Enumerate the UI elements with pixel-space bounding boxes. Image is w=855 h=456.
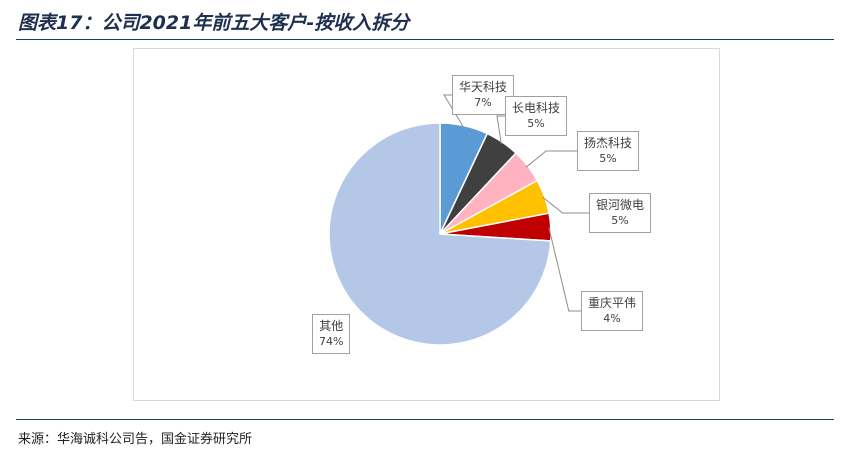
slice-percent: 5% xyxy=(611,214,629,227)
title-rule xyxy=(16,39,834,40)
leader-line-3 xyxy=(542,196,589,214)
leader-line-4 xyxy=(548,227,581,312)
callout-other: 其他 74% xyxy=(312,314,351,354)
callout-yinhe: 银河微电 5% xyxy=(589,193,652,233)
slice-label: 重庆平伟 xyxy=(588,296,637,310)
leader-line-2 xyxy=(525,150,577,168)
slice-percent: 74% xyxy=(319,335,344,348)
figure-title: 图表17：公司2021年前五大客户-按收入拆分 xyxy=(18,12,410,34)
slice-percent: 5% xyxy=(599,152,617,165)
slice-label: 华天科技 xyxy=(459,80,508,94)
callout-yangjie: 扬杰科技 5% xyxy=(577,131,640,171)
slice-label: 银河微电 xyxy=(596,198,645,212)
pie-slice-5 xyxy=(328,122,552,346)
slice-label: 其他 xyxy=(319,319,344,333)
slice-label: 扬杰科技 xyxy=(584,136,633,150)
slice-label: 长电科技 xyxy=(512,101,561,115)
slice-percent: 5% xyxy=(527,117,545,130)
slice-percent: 7% xyxy=(474,96,492,109)
leader-lines xyxy=(443,94,589,312)
source-rule xyxy=(16,419,834,420)
callout-huatian: 华天科技 7% xyxy=(452,75,515,115)
leader-line-1 xyxy=(496,115,505,144)
pie-slices xyxy=(328,122,552,346)
callout-chongqing: 重庆平伟 4% xyxy=(581,291,644,331)
leader-line-0 xyxy=(443,94,465,128)
slice-percent: 4% xyxy=(603,312,621,325)
callout-changdian: 长电科技 5% xyxy=(505,96,568,136)
source-note: 来源：华海诚科公司告，国金证券研究所 xyxy=(18,432,253,447)
